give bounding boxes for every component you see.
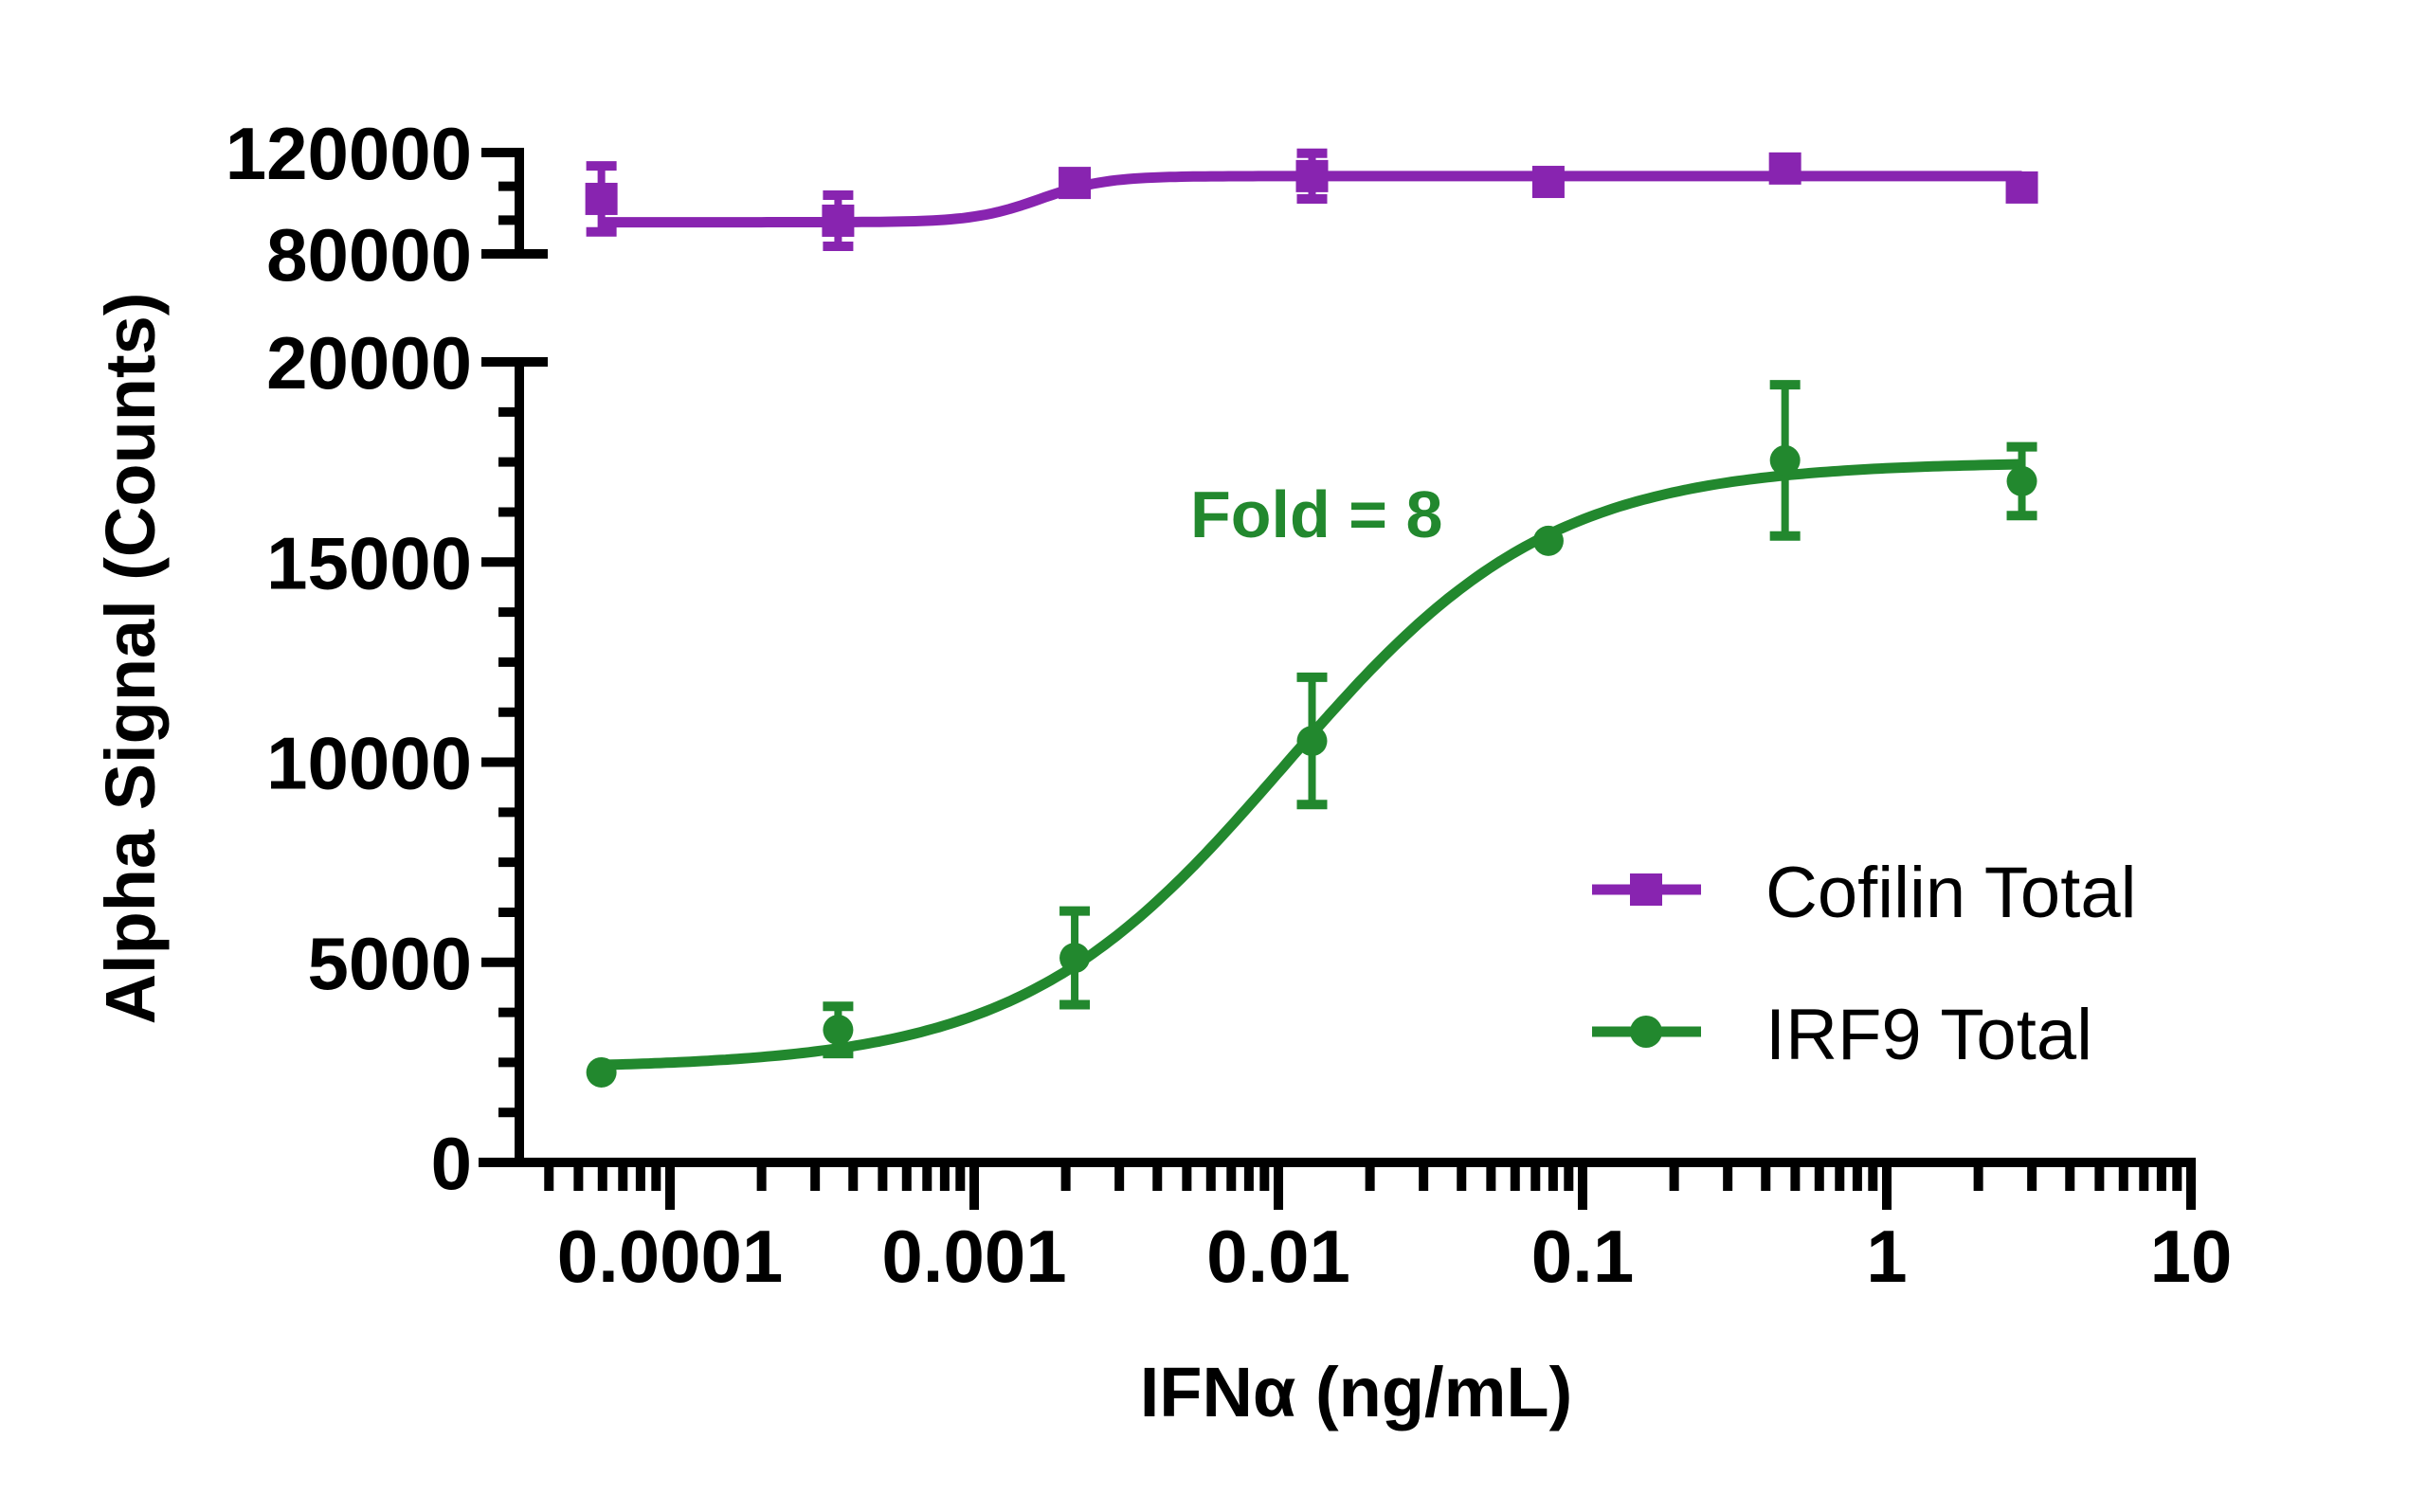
legend-item-cofilin: Cofilin Total (1592, 853, 2136, 933)
data-point-irf9 (1769, 444, 1801, 476)
x-tick-label: 0.0001 (557, 1215, 784, 1298)
legend-label-cofilin: Cofilin Total (1765, 853, 2136, 933)
data-point-cofilin (1295, 159, 1329, 192)
data-point-cofilin (1768, 152, 1801, 185)
data-point-irf9 (1296, 726, 1328, 757)
legend-label-irf9: IRF9 Total (1765, 995, 2092, 1075)
legend-marker-circle (1630, 1016, 1662, 1048)
x-tick-label: 10 (2150, 1215, 2233, 1298)
x-tick-label: 0.01 (1206, 1215, 1350, 1298)
x-axis-title: IFNα (ng/mL) (1140, 1353, 1573, 1431)
y-tick-label: 5000 (307, 922, 472, 1005)
x-tick-label: 0.001 (881, 1215, 1066, 1298)
y-tick-label: 120000 (226, 112, 472, 195)
legend-item-irf9: IRF9 Total (1592, 995, 2092, 1075)
data-point-cofilin (1531, 166, 1565, 199)
legend: Cofilin Total IRF9 Total (1592, 853, 2136, 1075)
data-point-cofilin (2005, 171, 2038, 204)
y-tick-label: 80000 (266, 213, 472, 297)
data-point-irf9 (586, 1056, 617, 1088)
axes: 0.0001 0.001 0.01 0.1 1 10 0 5000 10000 15000 2000… (226, 112, 2233, 1298)
data-points (585, 148, 2038, 1088)
y-tick-label: 10000 (266, 722, 472, 805)
data-point-irf9 (1532, 525, 1564, 556)
y-tick-label: 15000 (266, 521, 472, 604)
x-tick-label: 0.1 (1531, 1215, 1634, 1298)
legend-marker-square (1630, 873, 1662, 906)
y-tick-label: 0 (431, 1122, 472, 1205)
data-point-irf9 (1059, 943, 1091, 974)
data-point-cofilin (1059, 167, 1092, 200)
x-tick-label: 1 (1866, 1215, 1907, 1298)
y-tick-label: 20000 (266, 321, 472, 405)
data-point-irf9 (2006, 465, 2037, 496)
data-point-irf9 (823, 1015, 854, 1046)
fold-annotation: Fold = 8 (1190, 477, 1442, 551)
data-point-cofilin (822, 204, 855, 237)
data-point-cofilin (585, 182, 618, 215)
y-axis-title: Alpha Signal (Counts) (91, 293, 170, 1025)
